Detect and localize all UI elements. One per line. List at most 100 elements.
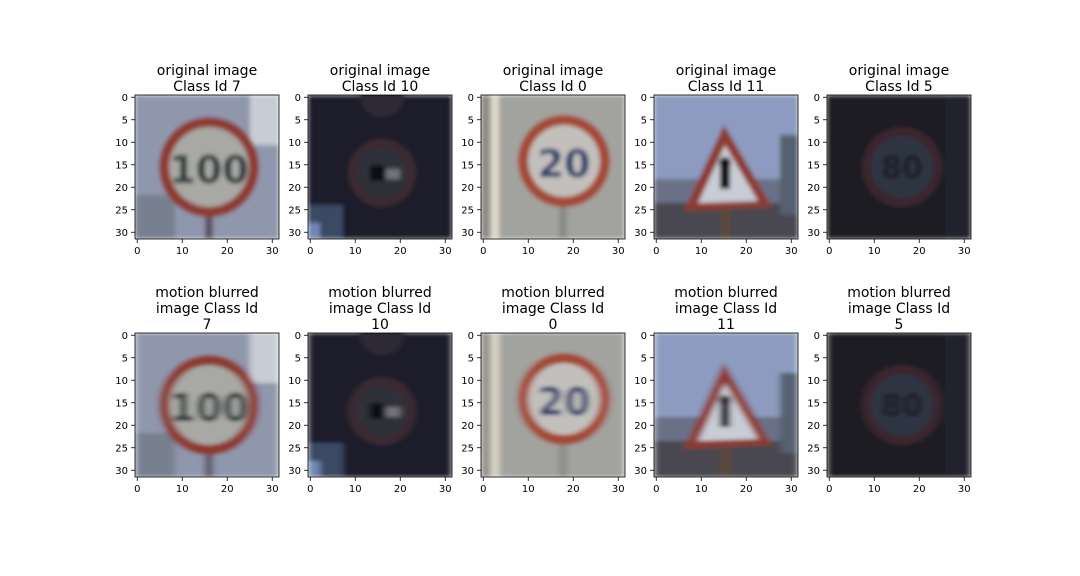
x-tick-label: 30 <box>785 246 798 257</box>
subplot-title-line: original image <box>157 63 257 79</box>
x-tick-label: 0 <box>480 484 486 495</box>
subplot-title-line: original image <box>676 63 776 79</box>
subplot-title-line: image Class Id <box>848 301 950 317</box>
axes-frame <box>480 332 626 478</box>
sign-glyph: 100 <box>169 386 248 430</box>
y-tick-label: 0 <box>295 93 301 104</box>
y-tick-label: 0 <box>122 331 128 342</box>
y-tick-label: 10 <box>115 138 128 149</box>
y-tick-label: 20 <box>115 421 128 432</box>
y-tick-label: 15 <box>288 398 301 409</box>
y-tick-label: 10 <box>115 376 128 387</box>
sign-glyph: 80 <box>881 151 923 186</box>
x-tick-label: 20 <box>221 246 234 257</box>
subplot-title-line: Class Id 0 <box>519 79 587 95</box>
x-tick-label: 10 <box>868 484 881 495</box>
y-tick-label: 25 <box>115 443 128 454</box>
y-tick-label: 10 <box>461 376 474 387</box>
y-tick-label: 30 <box>288 466 301 477</box>
subplot-title-line: 10 <box>371 317 389 333</box>
subplot-image: 100 <box>135 333 279 477</box>
y-tick-label: 10 <box>288 138 301 149</box>
y-tick-label: 25 <box>288 443 301 454</box>
y-tick-label: 25 <box>115 205 128 216</box>
subplot-title-line: 5 <box>895 317 904 333</box>
x-tick-label: 0 <box>134 246 140 257</box>
y-tick-label: 15 <box>288 160 301 171</box>
x-tick-label: 0 <box>307 484 313 495</box>
y-tick-label: 5 <box>814 115 820 126</box>
y-tick-label: 30 <box>807 466 820 477</box>
y-tick-label: 25 <box>807 205 820 216</box>
y-tick-label: 25 <box>288 205 301 216</box>
y-tick-label: 5 <box>641 115 647 126</box>
y-tick-label: 20 <box>634 421 647 432</box>
y-tick-label: 25 <box>807 443 820 454</box>
y-tick-label: 30 <box>288 228 301 239</box>
subplot-title-line: 7 <box>203 317 212 333</box>
subplot-title-line: Class Id 7 <box>173 79 241 95</box>
y-tick-label: 30 <box>115 228 128 239</box>
subplot-title-line: image Class Id <box>329 301 431 317</box>
subplot-title-line: image Class Id <box>156 301 258 317</box>
x-tick-label: 30 <box>439 246 452 257</box>
y-tick-label: 15 <box>461 398 474 409</box>
y-tick-label: 20 <box>461 421 474 432</box>
y-tick-label: 0 <box>122 93 128 104</box>
y-tick-label: 25 <box>634 205 647 216</box>
x-tick-label: 0 <box>480 246 486 257</box>
x-tick-label: 0 <box>134 484 140 495</box>
y-tick-label: 5 <box>122 353 128 364</box>
subplot-image <box>654 333 798 477</box>
x-tick-label: 20 <box>913 246 926 257</box>
subplot-image <box>308 333 452 477</box>
x-tick-label: 10 <box>176 484 189 495</box>
subplot-image <box>654 95 798 239</box>
y-tick-label: 15 <box>807 398 820 409</box>
y-tick-label: 20 <box>461 183 474 194</box>
y-tick-label: 25 <box>634 443 647 454</box>
x-tick-label: 30 <box>785 484 798 495</box>
y-tick-label: 30 <box>634 466 647 477</box>
y-tick-label: 5 <box>814 353 820 364</box>
y-tick-label: 0 <box>641 331 647 342</box>
y-tick-label: 15 <box>115 160 128 171</box>
subplot-title-line: image Class Id <box>502 301 604 317</box>
x-tick-label: 20 <box>740 246 753 257</box>
x-tick-label: 10 <box>695 484 708 495</box>
x-tick-label: 30 <box>439 484 452 495</box>
y-tick-label: 0 <box>641 93 647 104</box>
y-tick-label: 10 <box>288 376 301 387</box>
y-tick-label: 0 <box>814 93 820 104</box>
y-tick-label: 5 <box>468 353 474 364</box>
subplot-title-line: image Class Id <box>675 301 777 317</box>
y-tick-label: 20 <box>807 183 820 194</box>
axes-frame <box>480 94 626 240</box>
x-tick-label: 30 <box>612 246 625 257</box>
y-tick-label: 0 <box>468 93 474 104</box>
x-tick-label: 0 <box>653 484 659 495</box>
subplot-image: 20 <box>481 333 625 477</box>
axes-frame <box>307 94 453 240</box>
subplot-title-line: motion blurred <box>155 285 259 301</box>
subplot-title-line: original image <box>503 63 603 79</box>
y-tick-label: 10 <box>634 138 647 149</box>
subplot-title-line: motion blurred <box>501 285 605 301</box>
sign-glyph: 100 <box>169 148 248 192</box>
subplot-image <box>308 95 452 239</box>
y-tick-label: 15 <box>807 160 820 171</box>
x-tick-label: 20 <box>394 246 407 257</box>
y-tick-label: 0 <box>814 331 820 342</box>
y-tick-label: 15 <box>634 398 647 409</box>
x-tick-label: 20 <box>913 484 926 495</box>
y-tick-label: 10 <box>461 138 474 149</box>
y-tick-label: 20 <box>288 183 301 194</box>
x-tick-label: 0 <box>307 246 313 257</box>
